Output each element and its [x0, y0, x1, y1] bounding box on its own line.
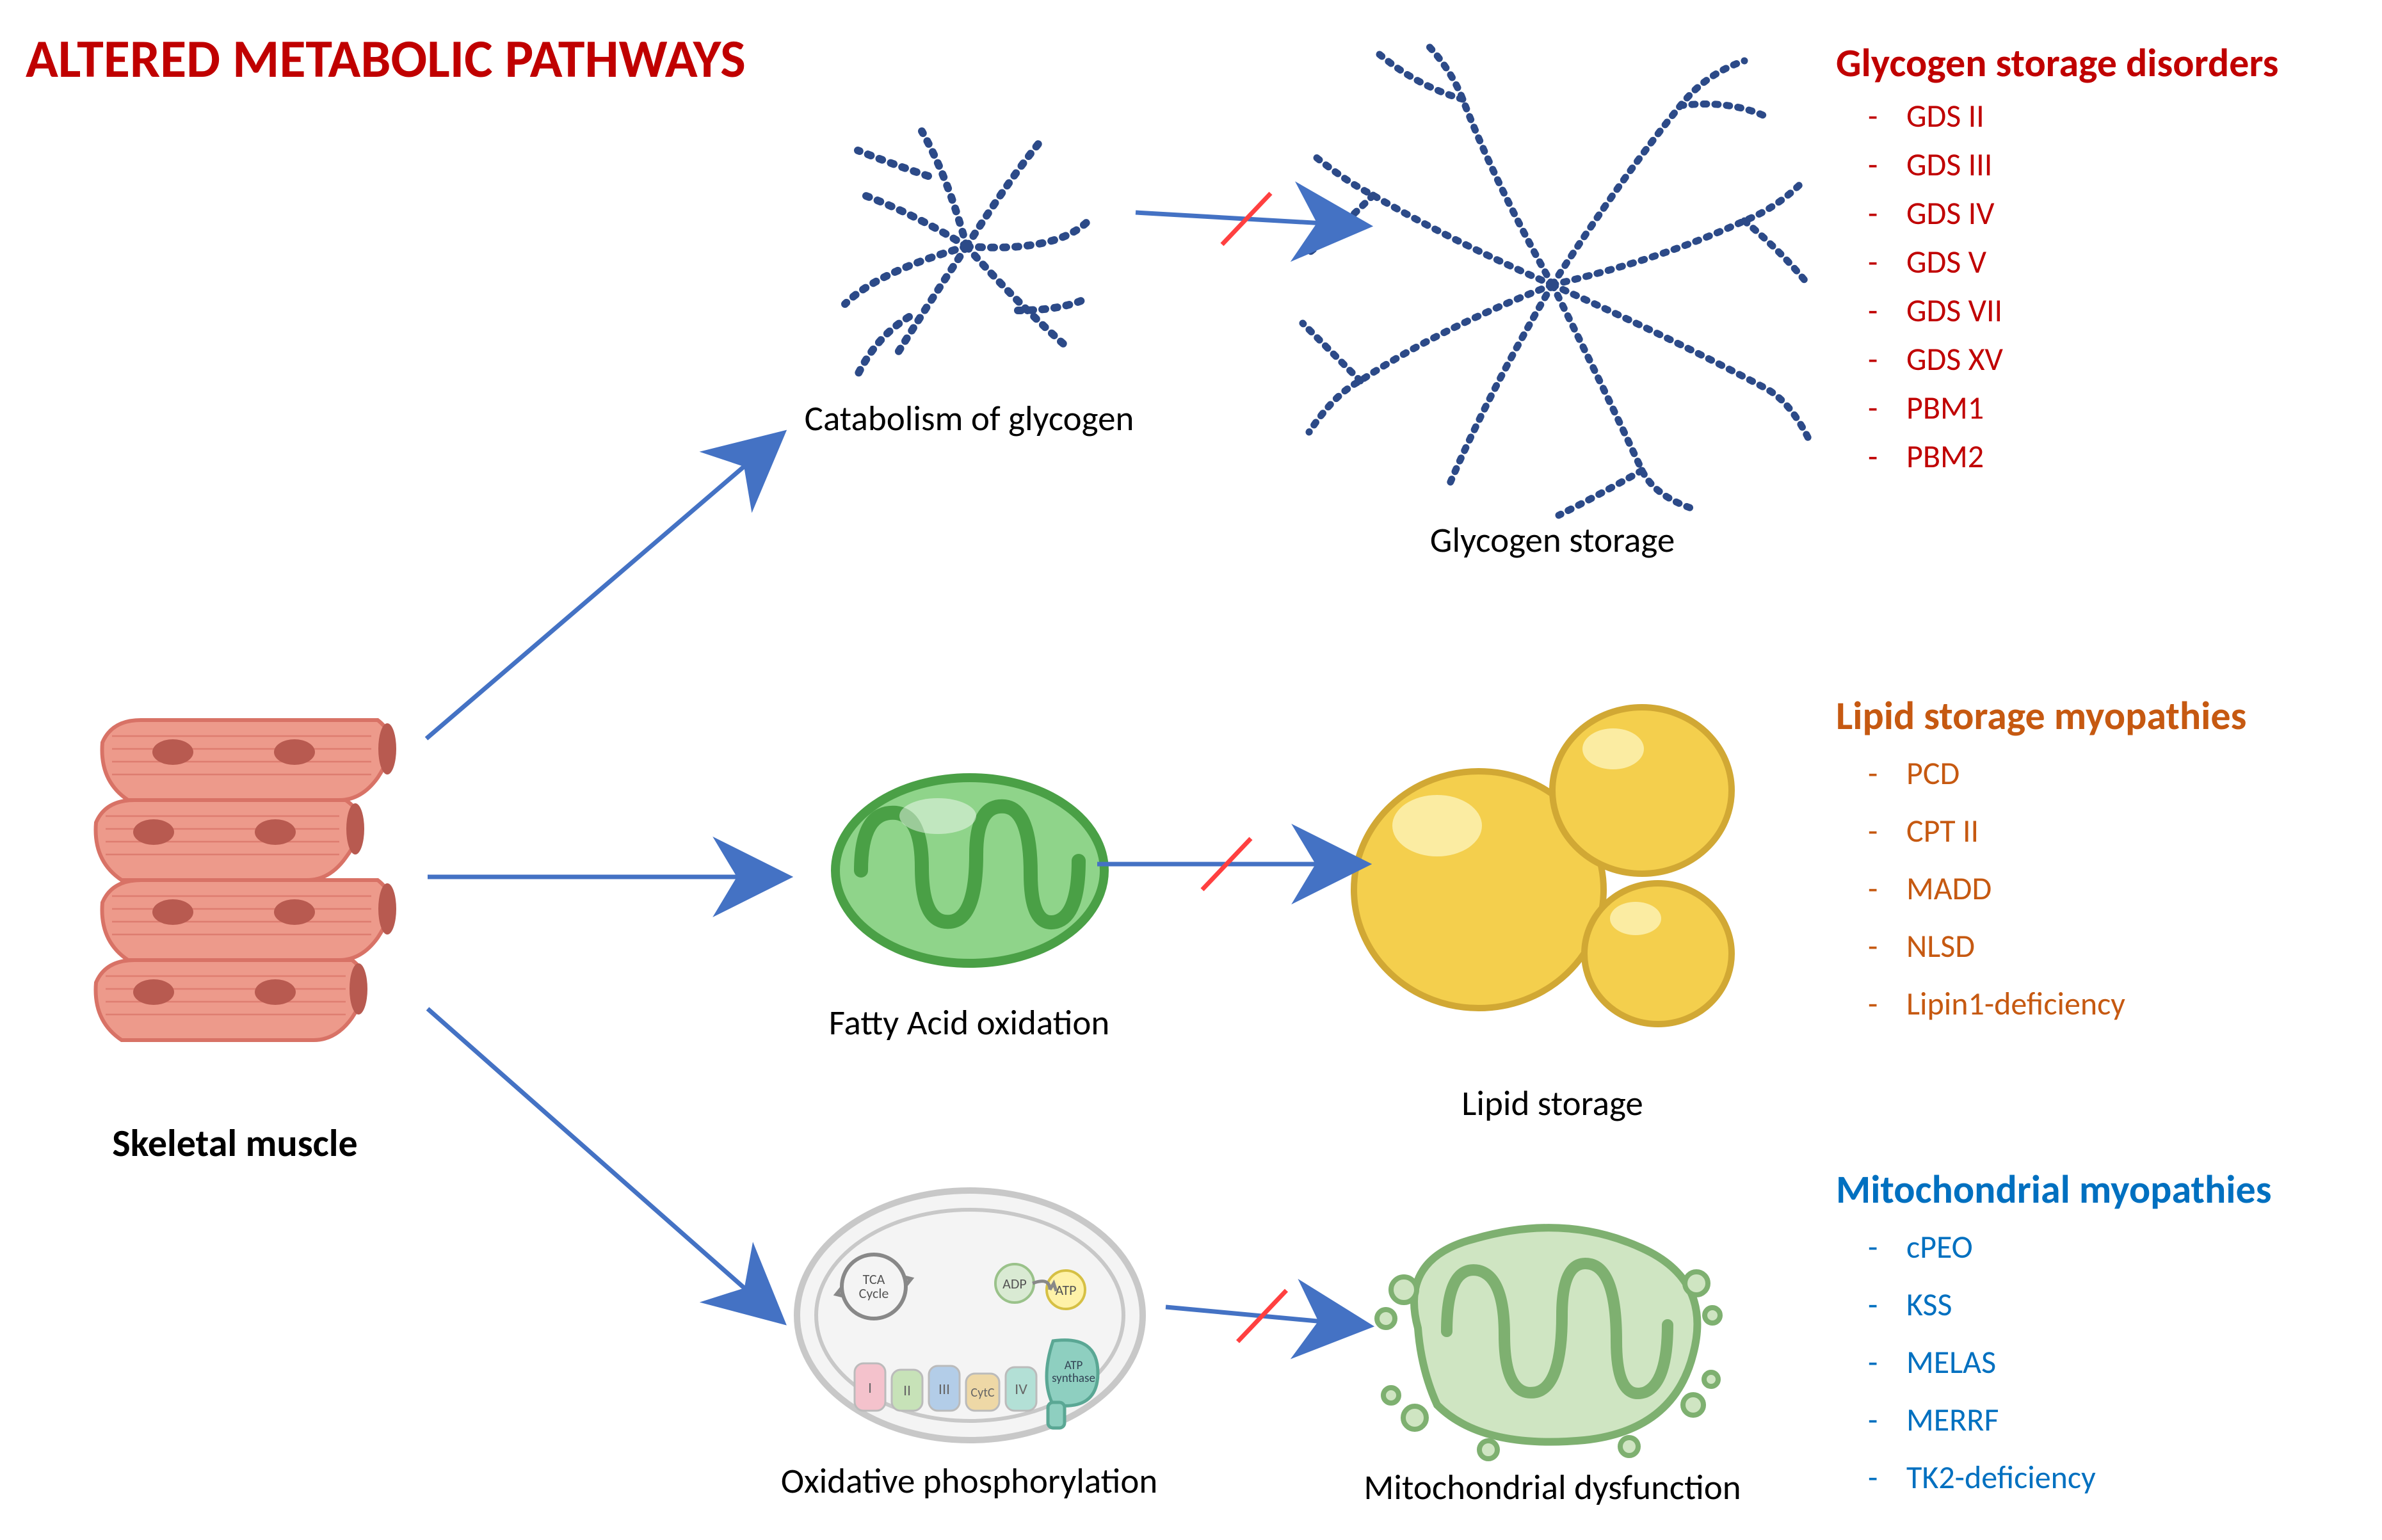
- glycogen-disorders-list: GDS IIGDS IIIGDS IVGDS VGDS VIIGDS XVPBM…: [1868, 92, 2361, 481]
- mitochondrion-dysfunction-icon: [1377, 1228, 1720, 1459]
- lipid-myopathies-list: PCDCPT IIMADDNLSDLipin1-deficiency: [1868, 745, 2361, 1033]
- skeletal-muscle-label: Skeletal muscle: [43, 1120, 427, 1167]
- fatty-acid-oxidation-label: Fatty Acid oxidation: [777, 1001, 1161, 1044]
- glycogen-small-icon: [845, 131, 1088, 374]
- lipid-droplets-icon: [1354, 707, 1732, 1024]
- disorder-item: MERRF: [1868, 1392, 2361, 1449]
- mitochondrial-dysfunction-label: Mitochondrial dysfunction: [1360, 1466, 1744, 1509]
- mitochondrial-myopathies-title: Mitochondrial myopathies: [1836, 1165, 2361, 1214]
- svg-text:ATP: ATP: [1055, 1281, 1076, 1299]
- disorder-item: GDS IV: [1868, 189, 2361, 238]
- mitochondrial-myopathies-list: cPEOKSSMELASMERRFTK2-deficiency: [1868, 1219, 2361, 1507]
- lipid-myopathies-title: Lipid storage myopathies: [1836, 691, 2361, 740]
- disorder-item: PCD: [1868, 745, 2361, 803]
- disorder-item: KSS: [1868, 1276, 2361, 1334]
- mitochondrial-myopathies-group: Mitochondrial myopathies cPEOKSSMELASMER…: [1836, 1165, 2361, 1507]
- oxphos-icon: TCA Cycle ADP ATP I II III CytC IV ATP s…: [797, 1191, 1143, 1440]
- disorder-item: GDS XV: [1868, 335, 2361, 384]
- glycogen-large-icon: [1303, 42, 1808, 515]
- svg-text:ADP: ADP: [1002, 1275, 1027, 1292]
- lipid-storage-label: Lipid storage: [1360, 1082, 1744, 1125]
- glycogen-storage-label: Glycogen storage: [1360, 518, 1744, 561]
- svg-text:IV: IV: [1015, 1380, 1027, 1399]
- pathway-arrow: [428, 1009, 775, 1315]
- svg-text:I: I: [868, 1379, 872, 1397]
- disorder-item: TK2-deficiency: [1868, 1449, 2361, 1507]
- mitochondrion-green-icon: [835, 778, 1104, 963]
- pathway-arrow: [426, 440, 775, 739]
- disorder-item: GDS III: [1868, 141, 2361, 189]
- glycogen-disorders-group: Glycogen storage disorders GDS IIGDS III…: [1836, 38, 2361, 481]
- lipid-myopathies-group: Lipid storage myopathies PCDCPT IIMADDNL…: [1836, 691, 2361, 1033]
- svg-text:CytC: CytC: [970, 1385, 995, 1400]
- disorder-item: GDS V: [1868, 238, 2361, 287]
- disorder-item: Lipin1-deficiency: [1868, 975, 2361, 1033]
- glycogen-disorders-title: Glycogen storage disorders: [1836, 38, 2361, 87]
- oxidative-phosphorylation-label: Oxidative phosphorylation: [777, 1459, 1161, 1502]
- skeletal-muscle-icon: [96, 720, 397, 1040]
- disorder-item: PBM2: [1868, 433, 2361, 481]
- disorder-item: NLSD: [1868, 918, 2361, 975]
- disorder-item: CPT II: [1868, 803, 2361, 860]
- svg-text:synthase: synthase: [1052, 1371, 1095, 1386]
- svg-text:III: III: [938, 1380, 950, 1399]
- disorder-item: cPEO: [1868, 1219, 2361, 1276]
- disorder-item: GDS II: [1868, 92, 2361, 141]
- disorder-item: GDS VII: [1868, 287, 2361, 335]
- svg-text:II: II: [903, 1381, 911, 1400]
- disorder-item: MADD: [1868, 860, 2361, 918]
- disorder-item: PBM1: [1868, 384, 2361, 433]
- svg-text:Cycle: Cycle: [859, 1285, 889, 1302]
- catabolism-glycogen-label: Catabolism of glycogen: [777, 397, 1161, 440]
- disorder-item: MELAS: [1868, 1334, 2361, 1392]
